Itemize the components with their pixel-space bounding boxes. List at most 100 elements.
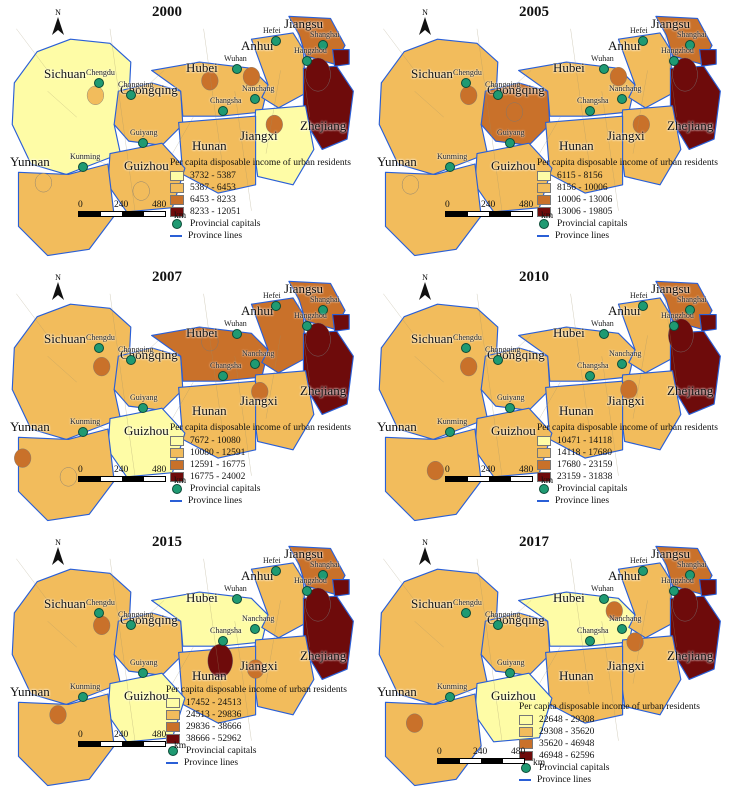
county-line: [297, 558, 310, 648]
city-label-nanchang: Nanchang: [609, 84, 642, 93]
scale-tick-label: 240: [114, 465, 129, 475]
legend-capitals-label: Provincial capitals: [557, 484, 628, 494]
city-label-shanghai: Shanghai: [310, 30, 340, 39]
city-label-guiyang: Guiyang: [130, 393, 158, 402]
legend-swatch: [519, 739, 533, 749]
legend-class-row: 22648 - 29308: [519, 714, 700, 726]
city-label-chengdu: Chengdu: [453, 598, 482, 607]
province-label-guizhou: Guizhou: [491, 423, 536, 438]
scale-segment: [446, 477, 468, 481]
legend-capitals-row: Provincial capitals: [537, 483, 718, 495]
scale-segment: [510, 477, 532, 481]
province-label-sichuan: Sichuan: [44, 596, 86, 611]
north-arrow-icon: [419, 282, 431, 300]
province-label-jiangxi: Jiangxi: [240, 128, 278, 143]
north-label: N: [422, 273, 428, 282]
city-label-hefei: Hefei: [630, 556, 648, 565]
county-line: [383, 28, 415, 71]
provincial-capital-marker: [78, 162, 88, 172]
province-label-hubei: Hubei: [553, 590, 585, 605]
legend-class-label: 5387 - 6453: [190, 183, 236, 193]
county-line: [601, 91, 619, 211]
legend-class-label: 10080 - 12591: [190, 448, 246, 458]
legend-class-row: 10006 - 13006: [537, 194, 718, 206]
legend-class-label: 46948 - 62596: [539, 751, 595, 761]
province-label-zhejiang: Zhejiang: [300, 648, 347, 663]
scale-unit: km: [174, 476, 187, 486]
legend-lines-label: Province lines: [188, 231, 243, 241]
scale-bar: 0 240 480 km: [437, 747, 547, 768]
prefecture-patch-0: [406, 713, 424, 733]
legend-lines-row: Province lines: [170, 495, 351, 507]
map-year-title: 2000: [152, 4, 182, 20]
county-line: [16, 28, 48, 71]
map-canvas: [11, 280, 354, 522]
scale-tick-label: 240: [481, 465, 496, 475]
city-label-hangzhou: Hangzhou: [294, 46, 327, 55]
province-label-zhejiang: Zhejiang: [667, 118, 714, 133]
provincial-capital-marker: [685, 40, 695, 50]
map-legend: Per capita disposable income of urban re…: [519, 702, 700, 786]
region-group: [378, 15, 721, 257]
city-label-chengdu: Chengdu: [453, 333, 482, 342]
scale-bar: 0 240 480 km: [78, 465, 188, 486]
region-group: [11, 280, 354, 522]
provincial-capital-marker: [669, 321, 679, 331]
prefecture-patch-3: [132, 181, 150, 201]
city-label-hangzhou: Hangzhou: [294, 576, 327, 585]
provincial-capital-marker: [218, 371, 228, 381]
province-label-guizhou: Guizhou: [124, 158, 169, 173]
legend-swatch: [537, 436, 551, 446]
city-label-nanchang: Nanchang: [609, 349, 642, 358]
legend-class-label: 35620 - 46948: [539, 739, 595, 749]
province-label-jiangsu: Jiangsu: [284, 16, 323, 31]
legend-swatch: [170, 436, 184, 446]
city-label-changsha: Changsha: [210, 96, 242, 105]
county-line: [414, 91, 444, 118]
provincial-capital-marker: [271, 36, 281, 46]
legend-swatch: [537, 195, 551, 205]
provincial-capital-marker: [138, 668, 148, 678]
region-yunnan: [384, 693, 482, 787]
legend-swatch: [170, 448, 184, 458]
legend-class-label: 3732 - 5387: [190, 171, 236, 181]
legend-class-label: 16775 - 24002: [190, 472, 246, 482]
scale-bar: 0 240 480 km: [445, 200, 555, 221]
legend-class-row: 17452 - 24513: [166, 697, 347, 709]
map-panel-2005: 2005 N Sichuan Chongqing Hubei Anhui Jiangsu Zh…: [367, 0, 733, 265]
legend-class-label: 23159 - 31838: [557, 472, 613, 482]
legend-swatch: [519, 715, 533, 725]
prefecture-patch-3: [672, 587, 698, 622]
provincial-capital-marker: [461, 343, 471, 353]
legend-lines-label: Province lines: [184, 758, 239, 768]
scale-segment: [100, 477, 122, 481]
region-anhui: [617, 297, 674, 374]
legend-swatch: [166, 734, 180, 744]
provincial-capital-marker: [302, 56, 312, 66]
legend-class-label: 7672 - 10080: [190, 436, 241, 446]
province-label-jiangsu: Jiangsu: [651, 546, 690, 561]
county-line: [632, 600, 648, 684]
north-arrow: N: [419, 8, 431, 37]
scale-tick-label: 480: [152, 465, 167, 475]
city-label-nanchang: Nanchang: [242, 614, 275, 623]
city-label-shanghai: Shanghai: [310, 295, 340, 304]
county-line: [664, 28, 677, 118]
scale-numbers: 0 240 480 km: [78, 730, 188, 751]
provincial-capital-marker: [126, 355, 136, 365]
legend-swatch: [537, 171, 551, 181]
province-line-icon: [537, 500, 549, 502]
north-arrow-icon: [419, 547, 431, 565]
scale-bar: 0 240 480 km: [78, 730, 188, 751]
map-canvas: [378, 280, 721, 522]
county-line: [172, 117, 194, 154]
provincial-capital-marker: [318, 570, 328, 580]
city-label-kunming: Kunming: [437, 682, 468, 691]
prefecture-patch-0: [460, 357, 478, 377]
province-label-jiangxi: Jiangxi: [607, 393, 645, 408]
legend-capitals-label: Provincial capitals: [539, 763, 610, 773]
county-line: [476, 28, 503, 211]
province-label-sichuan: Sichuan: [411, 331, 453, 346]
province-label-sichuan: Sichuan: [44, 66, 86, 81]
prefecture-patch-1: [626, 632, 644, 652]
